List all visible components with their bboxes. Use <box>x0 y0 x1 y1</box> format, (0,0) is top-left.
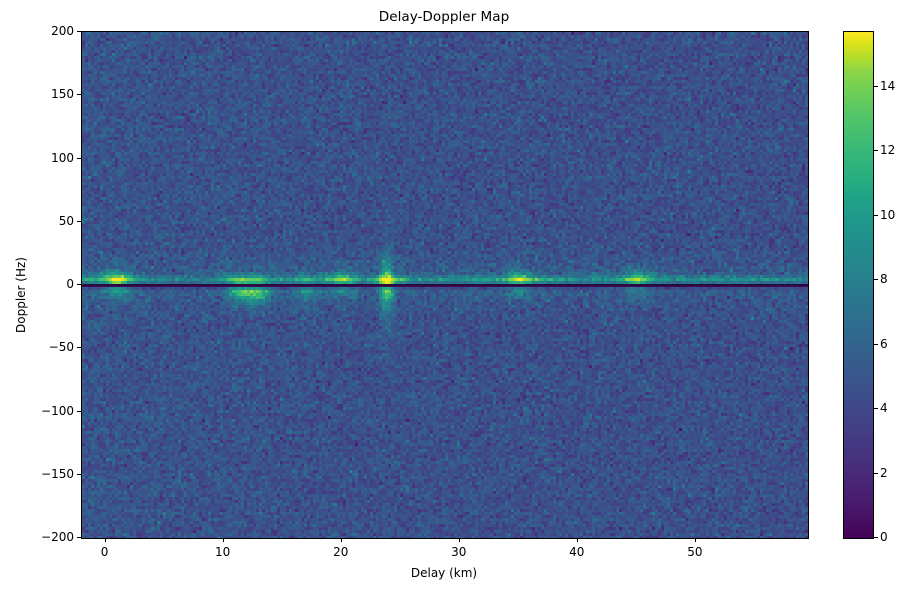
colorbar[interactable] <box>843 31 874 539</box>
y-tick-mark <box>77 474 81 475</box>
colorbar-tick-mark <box>874 215 878 216</box>
y-tick-label: 200 <box>51 24 74 38</box>
x-tick-mark <box>341 538 342 542</box>
x-tick-mark <box>105 538 106 542</box>
y-tick-mark <box>77 94 81 95</box>
heatmap-image <box>82 32 808 538</box>
y-tick-label: −100 <box>41 403 74 418</box>
y-tick-label: 100 <box>51 150 74 165</box>
colorbar-gradient <box>844 32 873 538</box>
x-tick-label: 50 <box>687 545 703 559</box>
x-tick-label: 10 <box>215 545 231 559</box>
y-tick-mark <box>77 158 81 159</box>
colorbar-tick-label: 0 <box>880 530 888 544</box>
colorbar-tick-mark <box>874 86 878 87</box>
x-tick-mark <box>223 538 224 542</box>
y-tick-label: 0 <box>66 277 74 291</box>
colorbar-tick-label: 10 <box>880 207 896 222</box>
colorbar-tick-label: 6 <box>880 336 888 351</box>
x-tick-mark <box>577 538 578 542</box>
colorbar-tick-mark <box>874 279 878 280</box>
x-tick-label: 40 <box>569 545 585 559</box>
y-tick-label: 50 <box>58 213 74 228</box>
colorbar-tick-mark <box>874 150 878 151</box>
colorbar-tick-label: 4 <box>880 401 888 416</box>
x-tick-mark <box>459 538 460 542</box>
page-title: Delay-Doppler Map <box>378 9 510 25</box>
y-axis-label: Doppler (Hz) <box>14 257 28 333</box>
colorbar-tick-label: 14 <box>880 78 896 93</box>
y-tick-label: 150 <box>51 87 74 102</box>
y-tick-mark <box>77 221 81 222</box>
y-tick-mark <box>77 347 81 348</box>
x-axis-label: Delay (km) <box>410 566 478 580</box>
y-tick-label: −150 <box>41 466 74 481</box>
colorbar-tick-mark <box>874 473 878 474</box>
x-tick-label: 30 <box>451 545 467 559</box>
colorbar-tick-label: 8 <box>880 272 888 287</box>
y-tick-mark <box>77 31 81 32</box>
y-tick-mark <box>77 537 81 538</box>
y-tick-label: −50 <box>48 340 74 355</box>
colorbar-tick-mark <box>874 537 878 538</box>
colorbar-tick-mark <box>874 408 878 409</box>
y-tick-mark <box>77 284 81 285</box>
x-tick-label: 0 <box>100 545 109 559</box>
delay-doppler-heatmap-axes[interactable] <box>81 31 809 539</box>
y-tick-label: −200 <box>41 530 74 544</box>
y-tick-mark <box>77 411 81 412</box>
x-tick-label: 20 <box>333 545 349 559</box>
colorbar-tick-mark <box>874 344 878 345</box>
colorbar-tick-label: 2 <box>880 465 888 480</box>
x-tick-mark <box>695 538 696 542</box>
colorbar-tick-label: 12 <box>880 143 896 158</box>
